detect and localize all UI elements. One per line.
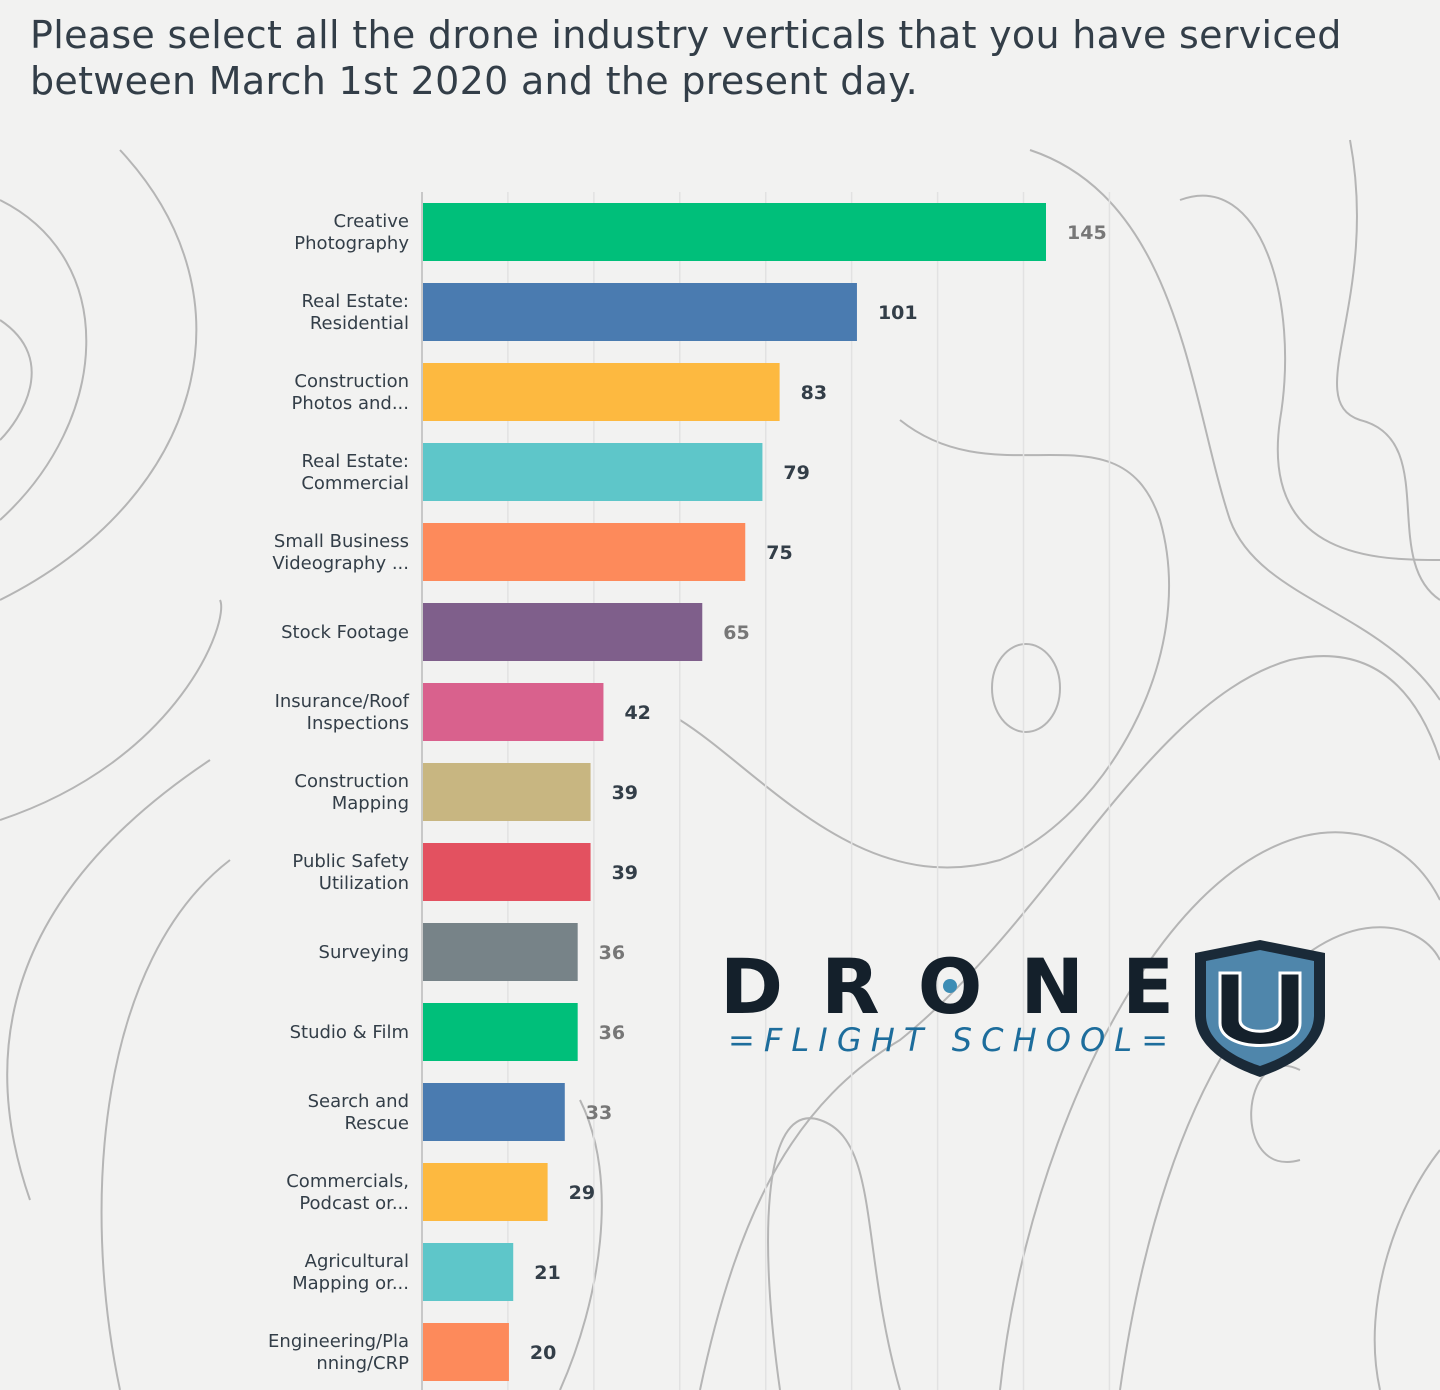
category-label: Insurance/Roof Inspections <box>275 691 410 734</box>
category-label: Construction Mapping <box>294 771 409 814</box>
data-label: 36 <box>599 942 625 964</box>
category-label: Commercials, Podcast or... <box>286 1171 409 1214</box>
bar <box>423 1243 514 1301</box>
data-label: 42 <box>624 702 650 724</box>
category-label: Real Estate: Residential <box>301 291 409 334</box>
data-label: 79 <box>783 462 809 484</box>
bar <box>423 363 780 421</box>
data-label: 39 <box>612 782 638 804</box>
category-label: Public Safety Utilization <box>292 851 409 894</box>
bar <box>423 203 1046 261</box>
data-label: 83 <box>801 382 827 404</box>
category-label: Stock Footage <box>281 622 409 643</box>
data-label: 39 <box>612 862 638 884</box>
drone-u-logo: DRONE =FLIGHT SCHOOL= <box>720 940 1325 1077</box>
bar <box>423 1083 565 1141</box>
category-label: Real Estate: Commercial <box>301 451 409 494</box>
category-label: Agricultural Mapping or... <box>292 1251 409 1294</box>
bar <box>423 1003 578 1061</box>
bar <box>423 443 763 501</box>
bar <box>423 763 591 821</box>
category-label: Search and Rescue <box>308 1091 409 1134</box>
bar <box>423 523 746 581</box>
data-label: 21 <box>534 1262 560 1284</box>
bar <box>423 923 578 981</box>
bar <box>423 603 703 661</box>
category-label: Surveying <box>319 942 409 963</box>
category-label: Creative Photography <box>294 211 409 254</box>
category-label: Studio & Film <box>290 1022 409 1043</box>
data-label: 29 <box>569 1182 595 1204</box>
data-label: 145 <box>1067 222 1107 244</box>
bar <box>423 1323 509 1381</box>
category-label: Construction Photos and... <box>292 371 409 414</box>
data-label: 33 <box>586 1102 612 1124</box>
data-label: 65 <box>723 622 749 644</box>
category-label: Small Business Videography ... <box>272 531 409 574</box>
data-label: 75 <box>766 542 792 564</box>
bar <box>423 683 604 741</box>
bar <box>423 1163 548 1221</box>
chart-title: Please select all the drone industry ver… <box>30 13 1342 103</box>
data-label: 20 <box>530 1342 556 1364</box>
data-label: 101 <box>878 302 918 324</box>
data-label: 36 <box>599 1022 625 1044</box>
category-label: Engineering/Pla nning/CRP <box>268 1331 409 1374</box>
bar <box>423 843 591 901</box>
bar <box>423 283 857 341</box>
